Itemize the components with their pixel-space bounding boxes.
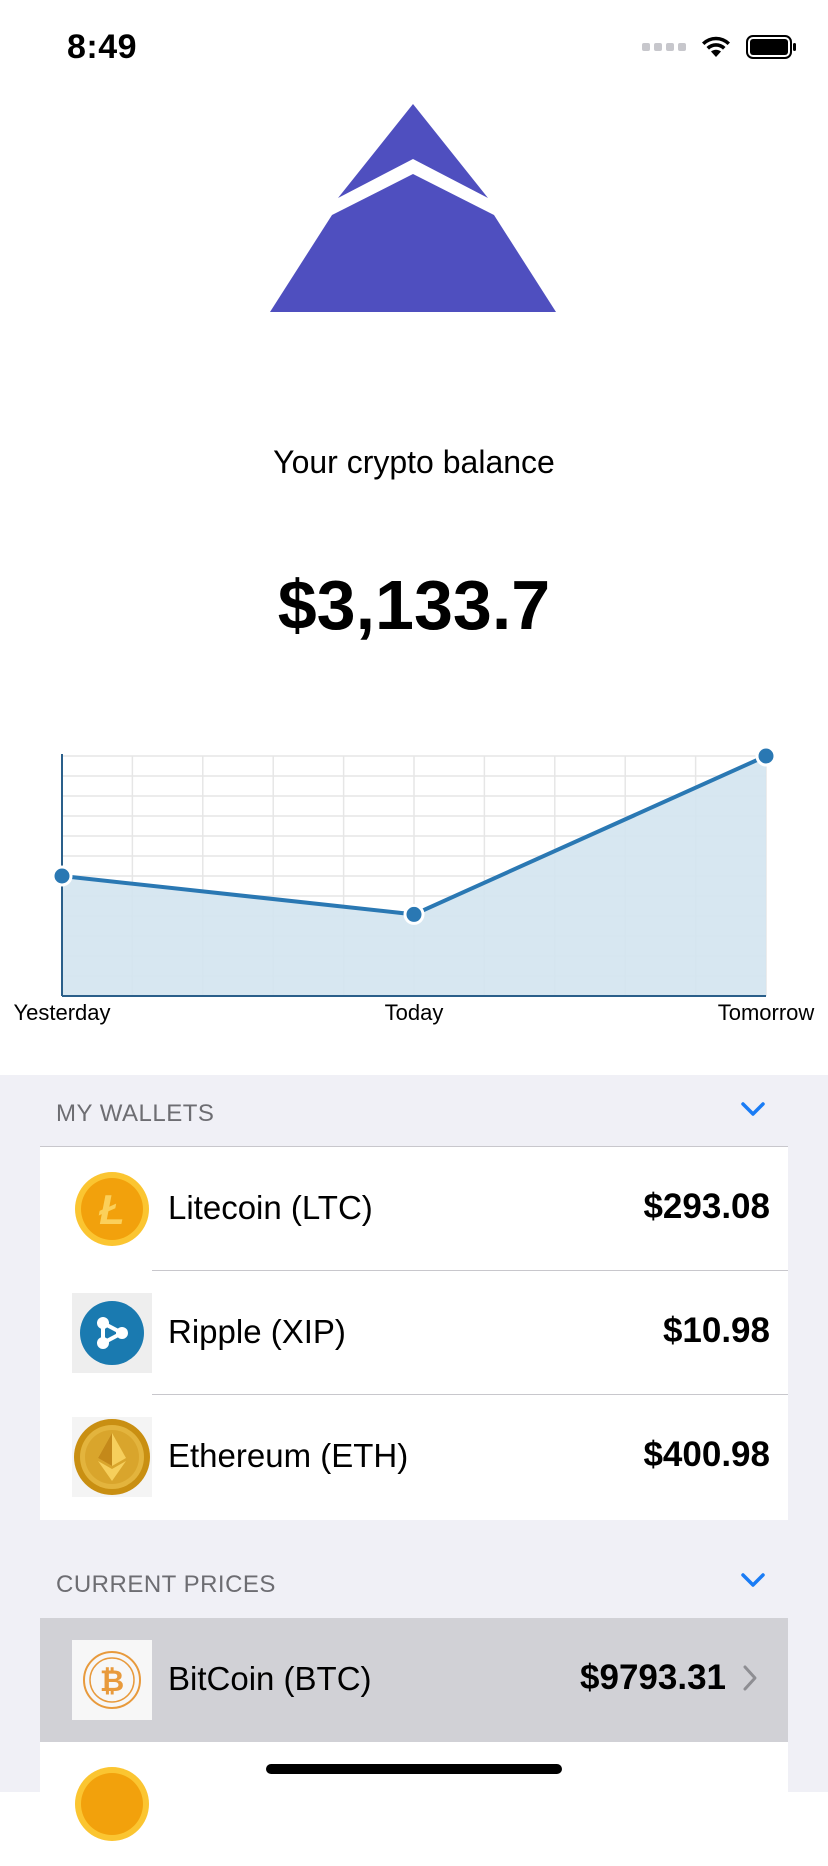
wallet-amount: $400.98 <box>643 1435 770 1474</box>
wallets-section-title: MY WALLETS <box>56 1100 215 1127</box>
balance-label: Your crypto balance <box>273 444 555 480</box>
svg-text:₿: ₿ <box>100 1665 124 1698</box>
wallet-amount: $293.08 <box>643 1187 770 1226</box>
chart-area <box>62 756 766 996</box>
x-tick-label: Today <box>384 1000 444 1025</box>
prices-card: ₿ BitCoin (BTC) $9793.31 <box>40 1618 788 1841</box>
wallet-name: Ripple (XIP) <box>168 1313 346 1350</box>
litecoin-icon: Ł <box>75 1172 149 1246</box>
svg-text:Ł: Ł <box>98 1186 125 1233</box>
x-tick-label: Tomorrow <box>717 1000 815 1025</box>
wallets-card: Ł Litecoin (LTC) $293.08 Ripple (XIP) $1… <box>40 1146 788 1520</box>
row-separator <box>152 1270 788 1271</box>
wifi-icon <box>702 36 730 57</box>
price-amount: $9793.31 <box>580 1658 726 1697</box>
price-row-bitcoin[interactable]: ₿ BitCoin (BTC) $9793.31 <box>40 1618 788 1742</box>
bitcoin-icon: ₿ <box>72 1640 152 1720</box>
battery-icon <box>746 35 796 59</box>
wallets-section-header[interactable]: MY WALLETS <box>40 1075 788 1143</box>
status-bar: 8:49 <box>0 0 828 100</box>
wallet-name: Ethereum (ETH) <box>168 1437 409 1474</box>
wallet-row-ripple[interactable]: Ripple (XIP) $10.98 <box>40 1271 788 1395</box>
row-separator <box>152 1394 788 1395</box>
prices-section-title: CURRENT PRICES <box>56 1571 276 1598</box>
x-tick-label: Yesterday <box>13 1000 111 1025</box>
grouped-list: MY WALLETS Ł Litecoin (LTC) $293.08 <box>0 1075 828 1841</box>
ethereum-icon <box>72 1417 152 1497</box>
balance-value: $3,133.7 <box>277 566 551 644</box>
chevron-down-icon[interactable] <box>740 1099 766 1119</box>
price-row-litecoin[interactable] <box>40 1742 788 1866</box>
status-icons <box>642 34 798 60</box>
cellular-signal-icon <box>642 43 686 51</box>
status-time: 8:49 <box>67 28 138 66</box>
app-logo <box>270 104 556 312</box>
chevron-down-icon[interactable] <box>740 1570 766 1590</box>
wallet-row-ethereum[interactable]: Ethereum (ETH) $400.98 <box>40 1395 788 1519</box>
wallet-row-litecoin[interactable]: Ł Litecoin (LTC) $293.08 <box>40 1147 788 1271</box>
data-point <box>755 745 777 767</box>
balance-chart <box>0 740 828 1030</box>
ripple-icon <box>72 1293 152 1373</box>
price-name: BitCoin (BTC) <box>168 1660 372 1697</box>
home-indicator <box>266 1764 562 1774</box>
wallet-name: Litecoin (LTC) <box>168 1189 373 1226</box>
data-point <box>403 903 425 925</box>
chart-svg <box>51 745 777 997</box>
chevron-right-icon <box>743 1665 757 1691</box>
data-point <box>51 865 73 887</box>
prices-section-header[interactable]: CURRENT PRICES <box>40 1546 788 1614</box>
wallet-amount: $10.98 <box>662 1311 770 1350</box>
litecoin-icon <box>75 1767 149 1841</box>
